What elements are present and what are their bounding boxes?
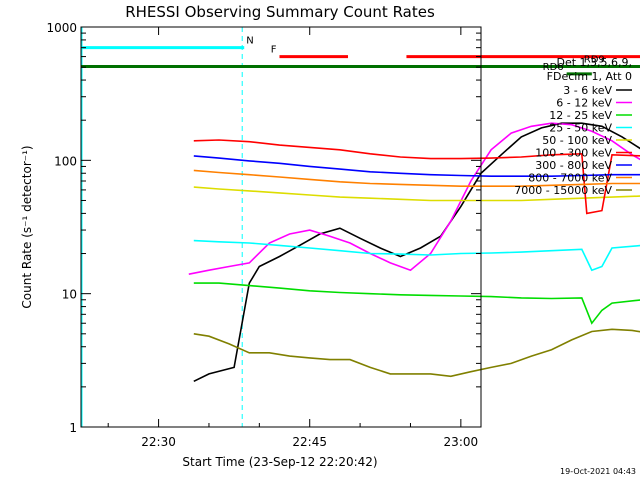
- annotation-label-3: RD9: [584, 55, 605, 66]
- legend-label-0: 3 - 6 keV: [563, 84, 612, 97]
- series-line-0: [193, 122, 640, 383]
- legend-label-4: 50 - 100 keV: [542, 134, 612, 147]
- x-axis-label: Start Time (23-Sep-12 22:20:42): [182, 455, 377, 469]
- legend-label-5: 100 - 300 keV: [535, 147, 612, 160]
- legend-label-3: 25 - 50 keV: [549, 122, 612, 135]
- legend-label-1: 6 - 12 keV: [556, 97, 612, 110]
- y-axis-label: Count Rate (s⁻¹ detector⁻¹): [20, 145, 34, 308]
- legend-label-8: 7000 - 15000 keV: [514, 184, 612, 197]
- x-tick-label-2: 23:00: [444, 435, 479, 449]
- series-line-2: [193, 282, 640, 325]
- legend-label-7: 800 - 7000 keV: [528, 172, 612, 185]
- legend: Det 1,3,5,6,9,FDecim 1, Att 03 - 6 keV6 …: [514, 56, 632, 197]
- annotation-label-0: N: [246, 36, 253, 47]
- legend-header-1: FDecim 1, Att 0: [547, 70, 632, 83]
- legend-label-2: 12 - 25 keV: [549, 109, 612, 122]
- plot-frame: [80, 26, 482, 428]
- x-axis: 22:30 22:45 23:00: [107, 27, 479, 449]
- legend-label-6: 300 - 800 keV: [535, 159, 612, 172]
- x-tick-label-1: 22:45: [292, 435, 327, 449]
- legend-header-0: Det 1,3,5,6,9,: [556, 56, 632, 69]
- footer-date: 19-Oct-2021 04:43: [560, 467, 636, 476]
- y-tick-label-1: 10: [62, 288, 77, 302]
- vertical-markers: [81, 27, 243, 427]
- series-line-4: [193, 186, 640, 202]
- series-line-6: [193, 155, 640, 177]
- series-line-3: [193, 239, 640, 272]
- x-tick-label-0: 22:30: [141, 435, 176, 449]
- annotation-label-1: F: [271, 45, 277, 56]
- series-line-7: [193, 169, 640, 187]
- y-tick-label-0: 1: [69, 421, 77, 435]
- series-line-8: [193, 328, 640, 378]
- annotation-label-4: RD6: [543, 62, 564, 73]
- annotation-layer: NFSRD9RD6: [81, 36, 640, 76]
- y-axis: 1 10 100 1000: [46, 21, 481, 435]
- y-tick-label-3: 1000: [46, 21, 77, 35]
- chart-title: RHESSI Observing Summary Count Rates: [125, 3, 435, 21]
- y-tick-label-2: 100: [54, 154, 77, 168]
- series-line-5: [193, 139, 640, 215]
